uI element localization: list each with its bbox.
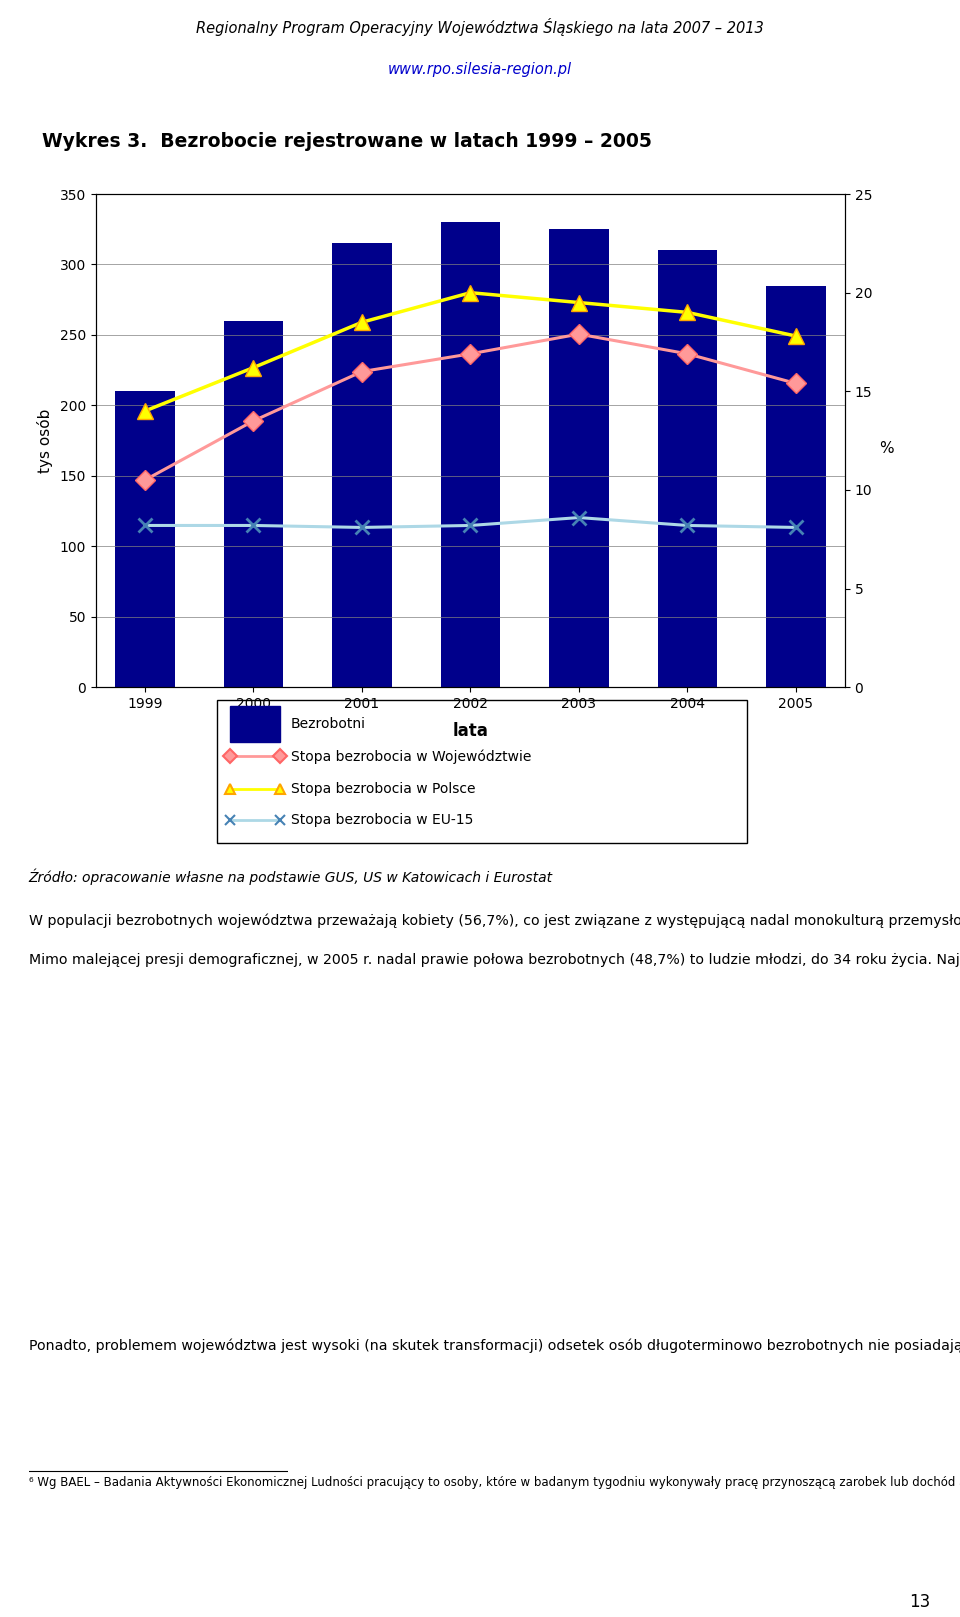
Text: Stopa bezrobocia w Województwie: Stopa bezrobocia w Województwie (291, 749, 531, 763)
X-axis label: lata: lata (452, 723, 489, 741)
Text: 13: 13 (909, 1593, 930, 1612)
Bar (766, 286, 826, 687)
Bar (549, 230, 609, 687)
Text: W populacji bezrobotnych województwa przeważają kobiety (56,7%), co jest związan: W populacji bezrobotnych województwa prz… (29, 914, 960, 967)
Bar (224, 320, 283, 687)
Bar (230, 707, 279, 742)
Text: Wykres 3.  Bezrobocie rejestrowane w latach 1999 – 2005: Wykres 3. Bezrobocie rejestrowane w lata… (42, 133, 652, 150)
Bar (332, 244, 392, 687)
Y-axis label: %: % (878, 441, 894, 456)
Bar (658, 251, 717, 687)
Text: ⁶ Wg BAEL – Badania Aktywności Ekonomicznej Ludności pracujący to osoby, które w: ⁶ Wg BAEL – Badania Aktywności Ekonomicz… (29, 1476, 960, 1489)
Text: Źródło: opracowanie własne na podstawie GUS, US w Katowicach i Eurostat: Źródło: opracowanie własne na podstawie … (29, 868, 553, 884)
Text: Regionalny Program Operacyjny Województwa Śląskiego na lata 2007 – 2013: Regionalny Program Operacyjny Województw… (196, 18, 764, 36)
Text: Ponadto, problemem województwa jest wysoki (na skutek transformacji) odsetek osó: Ponadto, problemem województwa jest wyso… (29, 1339, 960, 1353)
Y-axis label: tys osób: tys osób (36, 409, 53, 472)
Text: Bezrobotni: Bezrobotni (291, 716, 366, 731)
Bar (115, 391, 175, 687)
Text: Stopa bezrobocia w Polsce: Stopa bezrobocia w Polsce (291, 783, 475, 796)
Bar (441, 222, 500, 687)
Text: www.rpo.silesia-region.pl: www.rpo.silesia-region.pl (388, 63, 572, 78)
Text: Stopa bezrobocia w EU-15: Stopa bezrobocia w EU-15 (291, 813, 473, 828)
